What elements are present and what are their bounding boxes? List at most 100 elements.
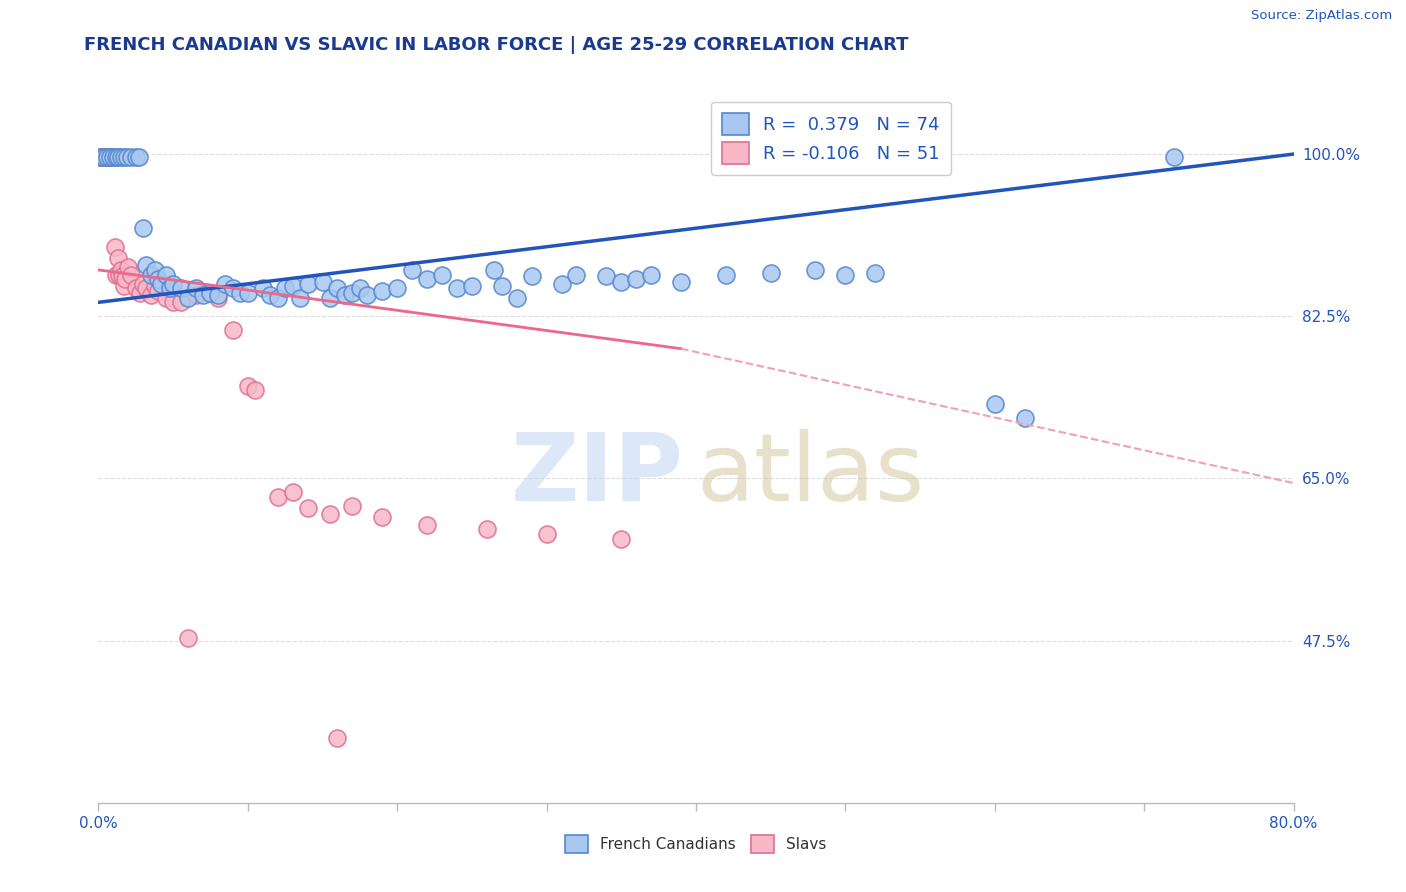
Point xyxy=(491,278,513,293)
Point xyxy=(159,281,181,295)
Point xyxy=(297,277,319,291)
Point xyxy=(259,288,281,302)
Point xyxy=(475,523,498,537)
Point xyxy=(446,281,468,295)
Point xyxy=(640,268,662,282)
Legend: French Canadians, Slavs: French Canadians, Slavs xyxy=(560,829,832,859)
Point xyxy=(117,260,139,274)
Point xyxy=(669,275,692,289)
Point xyxy=(135,258,157,272)
Point xyxy=(333,288,356,302)
Point xyxy=(834,268,856,282)
Point xyxy=(110,263,132,277)
Point xyxy=(214,277,236,291)
Point xyxy=(111,269,134,284)
Text: ZIP: ZIP xyxy=(512,428,685,521)
Point xyxy=(101,150,124,164)
Point xyxy=(236,286,259,301)
Text: Source: ZipAtlas.com: Source: ZipAtlas.com xyxy=(1251,9,1392,22)
Point xyxy=(110,150,132,164)
Point xyxy=(108,268,131,282)
Point xyxy=(155,268,177,282)
Point xyxy=(169,295,191,310)
Text: FRENCH CANADIAN VS SLAVIC IN LABOR FORCE | AGE 25-29 CORRELATION CHART: FRENCH CANADIAN VS SLAVIC IN LABOR FORCE… xyxy=(84,36,908,54)
Point xyxy=(115,150,138,164)
Point xyxy=(104,240,127,254)
Point xyxy=(132,221,155,235)
Point xyxy=(155,291,177,305)
Point xyxy=(222,281,245,295)
Point xyxy=(342,286,364,301)
Point xyxy=(506,291,529,305)
Point xyxy=(184,281,207,295)
Point xyxy=(89,150,111,164)
Point xyxy=(114,272,136,286)
Point xyxy=(125,281,148,295)
Point xyxy=(98,150,122,164)
Point xyxy=(90,150,112,164)
Point xyxy=(536,527,558,541)
Point xyxy=(274,281,297,295)
Point xyxy=(610,275,633,289)
Point xyxy=(461,278,484,293)
Point xyxy=(105,150,128,164)
Point xyxy=(93,150,115,164)
Point xyxy=(626,272,648,286)
Point xyxy=(169,281,191,295)
Point xyxy=(865,266,887,280)
Point xyxy=(288,291,311,305)
Point xyxy=(267,291,290,305)
Point xyxy=(177,631,200,645)
Point xyxy=(610,532,633,546)
Point xyxy=(107,150,129,164)
Point xyxy=(148,272,170,286)
Point xyxy=(94,150,117,164)
Point xyxy=(120,268,142,282)
Point xyxy=(103,150,125,164)
Point xyxy=(595,269,617,284)
Point xyxy=(222,323,245,337)
Point xyxy=(371,510,394,524)
Point xyxy=(139,268,162,282)
Point xyxy=(267,490,290,504)
Point xyxy=(200,286,222,301)
Point xyxy=(150,277,173,291)
Point xyxy=(139,288,162,302)
Point xyxy=(91,150,114,164)
Point xyxy=(520,269,543,284)
Point xyxy=(125,150,148,164)
Point xyxy=(430,268,453,282)
Point xyxy=(207,288,229,302)
Point xyxy=(349,281,371,295)
Text: atlas: atlas xyxy=(696,428,924,521)
Point xyxy=(326,731,349,745)
Point xyxy=(229,286,252,301)
Point xyxy=(804,263,827,277)
Point xyxy=(550,277,572,291)
Point xyxy=(143,278,166,293)
Point xyxy=(162,277,184,291)
Point xyxy=(416,517,439,532)
Point xyxy=(401,263,423,277)
Point xyxy=(105,268,128,282)
Point xyxy=(714,268,737,282)
Point xyxy=(311,275,333,289)
Point xyxy=(416,272,439,286)
Point xyxy=(120,150,142,164)
Point xyxy=(103,150,125,164)
Point xyxy=(356,288,378,302)
Point xyxy=(107,251,129,265)
Point xyxy=(236,378,259,392)
Point xyxy=(177,291,200,305)
Point xyxy=(132,277,155,291)
Point xyxy=(984,397,1007,411)
Point xyxy=(128,150,150,164)
Point xyxy=(148,284,170,298)
Point xyxy=(207,291,229,305)
Point xyxy=(112,150,135,164)
Point xyxy=(93,150,115,164)
Point xyxy=(97,150,120,164)
Point xyxy=(281,485,304,500)
Point xyxy=(342,500,364,514)
Point xyxy=(252,281,274,295)
